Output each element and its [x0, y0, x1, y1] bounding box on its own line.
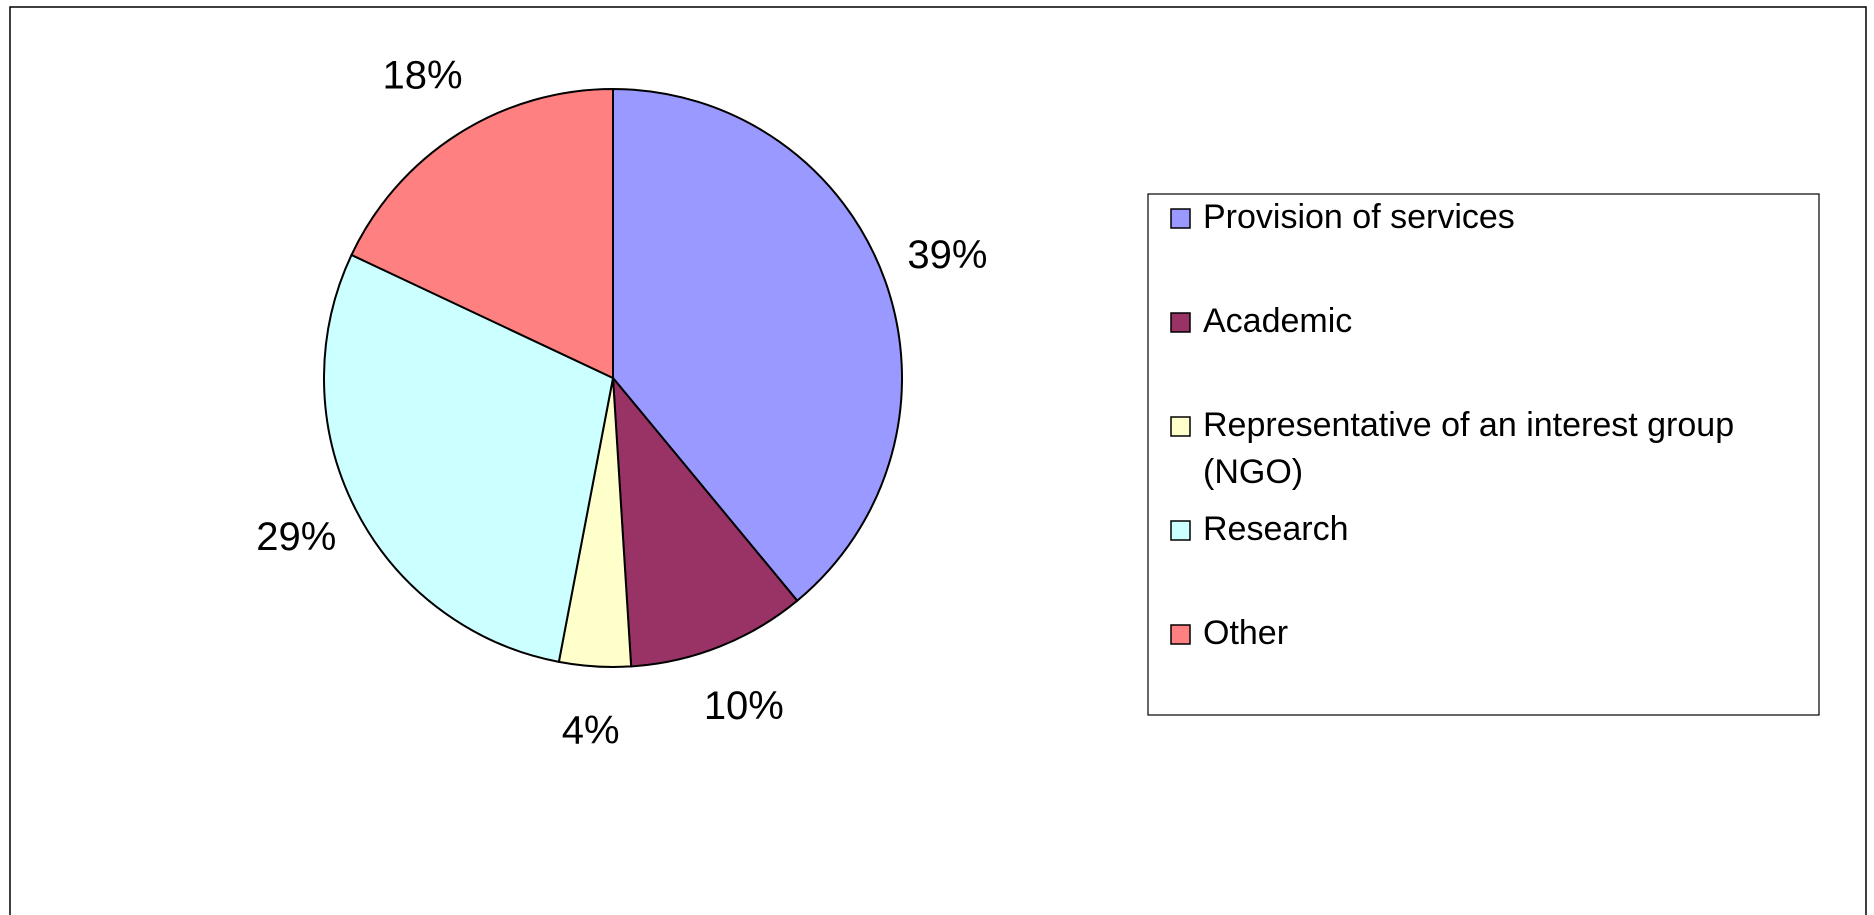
pie-slice	[323, 253, 615, 664]
legend-label: Representative of an interest group (NGO)	[1203, 406, 1734, 491]
legend-label: Research	[1203, 510, 1349, 548]
slice-label: 29%	[256, 515, 336, 559]
legend-label: Academic	[1203, 302, 1352, 340]
slice-label: 10%	[704, 684, 784, 728]
pie-slice	[612, 87, 903, 603]
pie-slice	[611, 374, 799, 668]
slice-label: 4%	[562, 708, 620, 752]
slice-label: 39%	[907, 233, 987, 277]
pie-slice	[350, 87, 614, 380]
slice-label: 18%	[382, 53, 462, 97]
legend-swatch	[1170, 208, 1191, 229]
legend-swatch	[1170, 624, 1191, 645]
legend-swatch	[1170, 416, 1191, 437]
legend-label: Provision of services	[1203, 198, 1515, 236]
legend-box	[1147, 193, 1820, 716]
legend-swatch	[1170, 520, 1191, 541]
legend-swatch	[1170, 312, 1191, 333]
legend-label: Other	[1203, 614, 1288, 652]
